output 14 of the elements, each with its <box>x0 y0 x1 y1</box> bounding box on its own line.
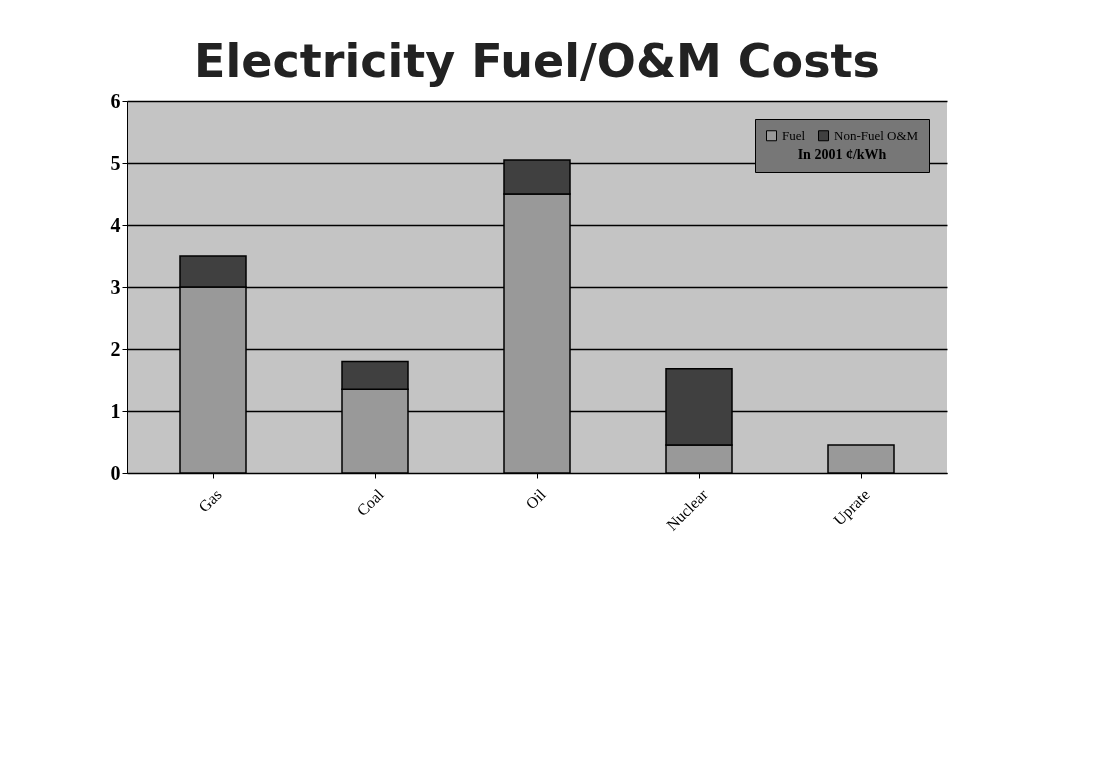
chart-title: Electricity Fuel/O&M Costs <box>194 34 880 88</box>
y-tick-label: 5 <box>110 151 121 174</box>
y-tick-label: 1 <box>110 399 121 422</box>
y-tick-label: 3 <box>110 275 121 298</box>
legend-title: In 2001 ¢/kWh <box>797 147 887 162</box>
y-tick-label: 6 <box>110 89 121 112</box>
y-tick-label: 0 <box>110 461 121 484</box>
x-tick-label: Gas <box>195 485 225 516</box>
x-tick-label: Coal <box>353 485 388 520</box>
y-tick-label: 4 <box>110 213 121 236</box>
legend-label: Non-Fuel O&M <box>834 127 919 143</box>
y-tick-label: 2 <box>110 337 121 360</box>
x-tick-label: Oil <box>522 485 550 513</box>
legend-label: Fuel <box>782 127 806 143</box>
